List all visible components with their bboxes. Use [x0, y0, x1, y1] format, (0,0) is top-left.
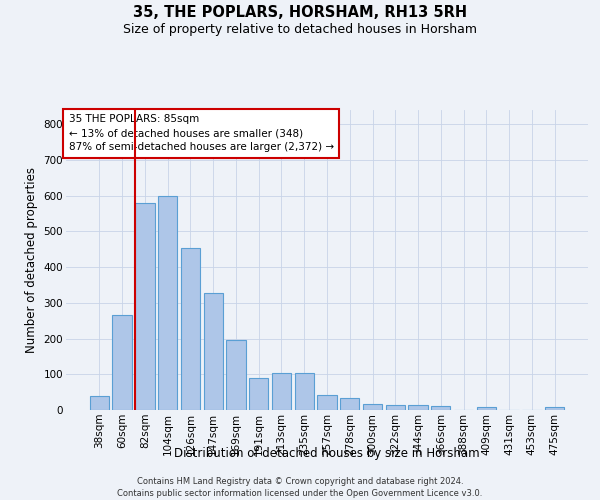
Bar: [112, 316, 132, 410]
Text: Contains HM Land Registry data © Crown copyright and database right 2024.
Contai: Contains HM Land Registry data © Crown c…: [118, 476, 482, 498]
Bar: [340, 398, 359, 410]
Bar: [295, 373, 314, 410]
Bar: [272, 373, 291, 410]
Text: 35 THE POPLARS: 85sqm
← 13% of detached houses are smaller (348)
87% of semi-det: 35 THE POPLARS: 85sqm ← 13% of detached …: [68, 114, 334, 152]
Bar: [431, 406, 451, 410]
Text: Distribution of detached houses by size in Horsham: Distribution of detached houses by size …: [174, 448, 480, 460]
Bar: [545, 407, 564, 410]
Bar: [476, 407, 496, 410]
Bar: [363, 404, 382, 410]
Bar: [409, 404, 428, 410]
Bar: [386, 404, 405, 410]
Bar: [226, 340, 245, 410]
Bar: [158, 196, 178, 410]
Text: 35, THE POPLARS, HORSHAM, RH13 5RH: 35, THE POPLARS, HORSHAM, RH13 5RH: [133, 5, 467, 20]
Bar: [90, 396, 109, 410]
Bar: [249, 378, 268, 410]
Bar: [317, 395, 337, 410]
Bar: [203, 293, 223, 410]
Bar: [181, 248, 200, 410]
Bar: [135, 203, 155, 410]
Y-axis label: Number of detached properties: Number of detached properties: [25, 167, 38, 353]
Text: Size of property relative to detached houses in Horsham: Size of property relative to detached ho…: [123, 22, 477, 36]
